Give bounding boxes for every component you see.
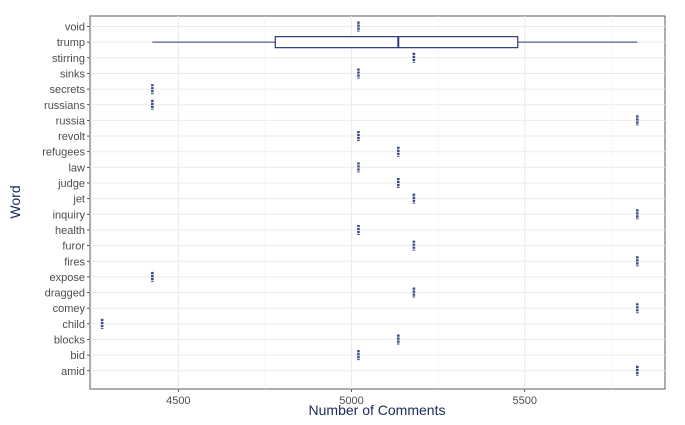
y-tick-label: jet xyxy=(72,194,85,206)
x-axis-title: Number of Comments xyxy=(309,402,446,418)
x-tick-label: 4500 xyxy=(166,395,190,407)
y-axis-title: Word xyxy=(7,185,23,218)
y-tick-label: fires xyxy=(64,256,85,268)
y-tick-label: expose xyxy=(50,272,85,284)
y-tick-label: stirring xyxy=(52,53,85,65)
y-tick-label: void xyxy=(65,22,85,34)
y-tick-label: inquiry xyxy=(53,209,86,221)
y-tick-label: child xyxy=(62,319,85,331)
panel-border xyxy=(89,15,666,390)
y-tick-label: russians xyxy=(44,100,85,112)
y-tick-label: bid xyxy=(70,350,85,362)
y-tick-label: judge xyxy=(57,178,85,190)
marks xyxy=(100,21,639,376)
y-tick-label: refugees xyxy=(42,147,85,159)
y-tick-label: secrets xyxy=(50,84,86,96)
y-tick-label: comey xyxy=(53,303,86,315)
y-tick-label: dragged xyxy=(45,288,85,300)
y-tick-label: blocks xyxy=(54,335,86,347)
x-tick-label: 5000 xyxy=(339,395,363,407)
box xyxy=(274,36,519,49)
grid xyxy=(90,16,665,389)
y-tick-label: sinks xyxy=(60,68,86,80)
y-tick-label: amid xyxy=(61,366,85,378)
y-tick-label: trump xyxy=(57,37,85,49)
y-tick-label: health xyxy=(55,225,85,237)
y-tick-label: russia xyxy=(56,115,86,127)
y-tick-labels: void trump stirring sinks secrets russians rus… xyxy=(42,22,90,378)
y-tick-label: law xyxy=(68,162,85,174)
y-tick-label: furor xyxy=(62,241,85,253)
x-tick-label: 5500 xyxy=(512,395,536,407)
x-tick-labels: 4500 5000 5500 xyxy=(166,389,537,407)
y-tick-label: revolt xyxy=(58,131,85,143)
